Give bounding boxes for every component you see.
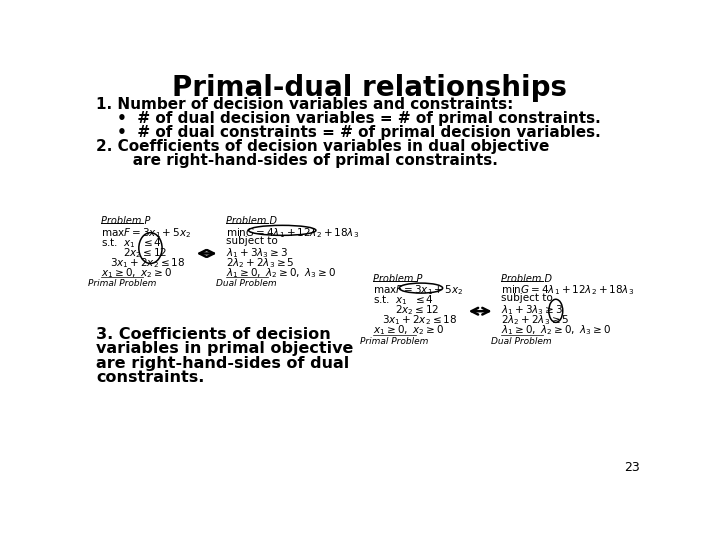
Text: Primal Problem: Primal Problem [359, 336, 428, 346]
Text: $3x_1 + 2x_2 \leq 18$: $3x_1 + 2x_2 \leq 18$ [110, 256, 186, 269]
Text: •  # of dual constraints = # of primal decision variables.: • # of dual constraints = # of primal de… [96, 125, 601, 140]
Text: Problem P: Problem P [101, 217, 150, 226]
Text: s.t.  $x_1$: s.t. $x_1$ [373, 294, 408, 307]
Text: $\min G = 4\lambda_1 + 12\lambda_2 + 18\lambda_3$: $\min G = 4\lambda_1 + 12\lambda_2 + 18\… [500, 284, 634, 298]
Text: 3. Coefficients of decision: 3. Coefficients of decision [96, 327, 331, 342]
Text: $x_1 \geq 0,\ x_2 \geq 0$: $x_1 \geq 0,\ x_2 \geq 0$ [373, 323, 444, 338]
Text: constraints.: constraints. [96, 370, 204, 386]
Text: $\lambda_1 \geq 0,\ \lambda_2 \geq 0,\ \lambda_3 \geq 0$: $\lambda_1 \geq 0,\ \lambda_2 \geq 0,\ \… [500, 323, 611, 338]
Text: $3x_1 + 2x_2 \leq 18$: $3x_1 + 2x_2 \leq 18$ [382, 314, 457, 327]
Text: $\lambda_1 + 3\lambda_3 \geq 3$: $\lambda_1 + 3\lambda_3 \geq 3$ [500, 303, 563, 318]
Text: are right-hand-sides of primal constraints.: are right-hand-sides of primal constrain… [96, 153, 498, 167]
Text: 1. Number of decision variables and constraints:: 1. Number of decision variables and cons… [96, 97, 513, 112]
Text: Problem P: Problem P [373, 274, 422, 284]
Text: •  # of dual decision variables = # of primal constraints.: • # of dual decision variables = # of pr… [96, 111, 601, 126]
Text: $2x_2 \leq 12$: $2x_2 \leq 12$ [395, 303, 439, 318]
Text: Dual Problem: Dual Problem [491, 336, 552, 346]
Text: $\leq 4$: $\leq 4$ [413, 294, 434, 306]
Text: Problem D: Problem D [500, 274, 552, 284]
Text: subject to: subject to [500, 294, 552, 303]
Text: $2\lambda_2 + 2\lambda_3 \geq 5$: $2\lambda_2 + 2\lambda_3 \geq 5$ [225, 256, 294, 269]
Text: are right-hand-sides of dual: are right-hand-sides of dual [96, 356, 349, 371]
Text: $\leq 4$: $\leq 4$ [141, 236, 162, 248]
Text: Primal-dual relationships: Primal-dual relationships [171, 74, 567, 102]
Text: $2x_2 \leq 12$: $2x_2 \leq 12$ [122, 246, 167, 260]
Text: $\lambda_1 + 3\lambda_3 \geq 3$: $\lambda_1 + 3\lambda_3 \geq 3$ [225, 246, 288, 260]
Text: $\max F = 3x_1 + 5x_2$: $\max F = 3x_1 + 5x_2$ [101, 226, 191, 240]
Text: 23: 23 [624, 462, 640, 475]
Text: variables in primal objective: variables in primal objective [96, 341, 354, 356]
Text: $x_1 \geq 0,\ x_2 \geq 0$: $x_1 \geq 0,\ x_2 \geq 0$ [101, 266, 172, 280]
Text: $\max F = 3x_1 + 5x_2$: $\max F = 3x_1 + 5x_2$ [373, 284, 463, 298]
Text: Problem D: Problem D [225, 217, 276, 226]
Text: $\lambda_1 \geq 0,\ \lambda_2 \geq 0,\ \lambda_3 \geq 0$: $\lambda_1 \geq 0,\ \lambda_2 \geq 0,\ \… [225, 266, 336, 280]
Text: $2\lambda_2 + 2\lambda_3 \geq 5$: $2\lambda_2 + 2\lambda_3 \geq 5$ [500, 314, 570, 327]
Text: $\min G = 4\lambda_1 + 12\lambda_2 + 18\lambda_3$: $\min G = 4\lambda_1 + 12\lambda_2 + 18\… [225, 226, 359, 240]
Text: Dual Problem: Dual Problem [216, 279, 277, 288]
Text: Primal Problem: Primal Problem [88, 279, 156, 288]
Text: s.t.  $x_1$: s.t. $x_1$ [101, 236, 135, 249]
Text: subject to: subject to [225, 236, 277, 246]
Text: 2. Coefficients of decision variables in dual objective: 2. Coefficients of decision variables in… [96, 139, 549, 154]
